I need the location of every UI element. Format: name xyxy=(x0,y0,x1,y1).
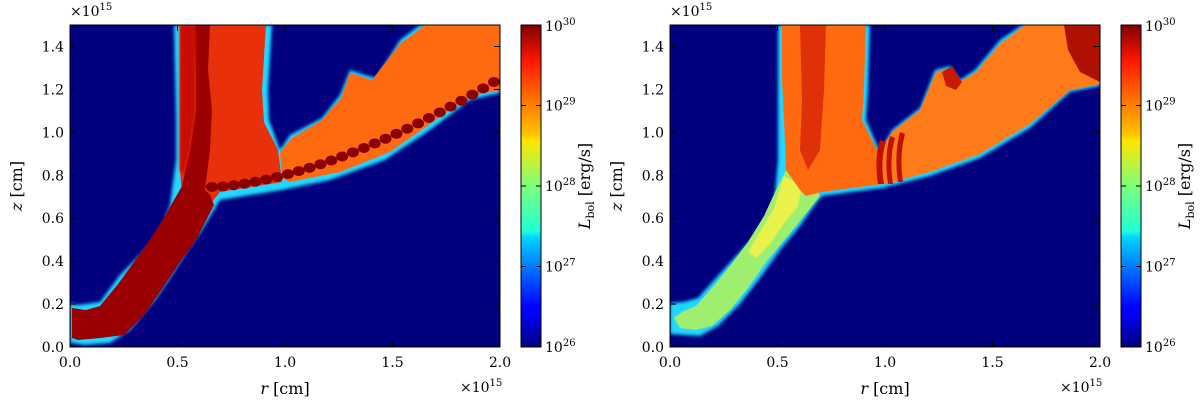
right-y-tick-label: 0.6 xyxy=(642,211,664,227)
left-heatmap xyxy=(70,25,500,347)
left-shock-bead xyxy=(347,147,359,158)
right-x-axis-label: r [cm] xyxy=(860,379,909,398)
right-x-tick-label: 1.5 xyxy=(981,355,1003,371)
left-cb-tick-label: 1030 xyxy=(545,17,576,35)
right-panel: 0.0 0.5 1.0 1.5 2.00.00.20.40.60.81.01.21.4 … xyxy=(642,17,1197,371)
left-filament-dark xyxy=(72,25,214,340)
left-y-tick-label: 1.2 xyxy=(42,82,64,98)
right-colorbar-label: Lbol [erg/s] xyxy=(1175,143,1197,230)
left-panel: 0.0 0.5 1.0 1.5 2.00.00.20.40.60.81.01.21.4 … xyxy=(42,17,597,371)
right-x-tick-label: 2.0 xyxy=(1089,355,1111,371)
right-y-tick-label: 0.4 xyxy=(642,254,664,270)
right-y-tick-label: 1.0 xyxy=(642,125,664,141)
right-axes: 0.0 0.5 1.0 1.5 2.0 0.0 0.2 0.4 0.6 0.8 1.0 1.2 1.4 xyxy=(642,25,1111,371)
left-shock-bead xyxy=(336,151,349,162)
left-colorbar-label: Lbol [erg/s] xyxy=(575,143,597,230)
right-corner-dark xyxy=(1064,25,1100,82)
left-shock-bead xyxy=(401,123,414,134)
left-shock-bead xyxy=(412,118,425,129)
left-axes: 0.0 0.5 1.0 1.5 2.0 0.0 0.2 0.4 0.6 0.8 1.0 1.2 1.4 xyxy=(42,25,511,371)
right-y-tick-label: 0.8 xyxy=(642,168,664,184)
left-shock-bead xyxy=(249,176,262,187)
right-cb-tick-label: 1029 xyxy=(1145,97,1176,115)
left-x-tick-label: 1.0 xyxy=(274,355,296,371)
left-shock-bead xyxy=(325,155,338,166)
right-y-tick-label: 1.4 xyxy=(642,39,664,55)
left-shock-bead xyxy=(292,166,305,177)
right-y-tick-label: 0.2 xyxy=(642,297,664,313)
left-shock-bead xyxy=(433,107,446,118)
left-shock-bead xyxy=(271,171,284,182)
left-cb-tick-label: 1029 xyxy=(545,97,576,115)
left-shock-bead xyxy=(206,182,218,192)
left-x-tick-label: 1.5 xyxy=(381,355,403,371)
right-cb-tick-label: 1026 xyxy=(1145,338,1176,356)
right-wing-orange xyxy=(880,25,1100,184)
right-cb-tick-label: 1030 xyxy=(1145,17,1176,35)
left-y-tick-label: 1.0 xyxy=(42,125,64,141)
left-shock-bead xyxy=(357,143,370,154)
right-heatmap xyxy=(670,25,1100,347)
right-shock-arcs xyxy=(876,132,905,184)
right-x-multiplier: ×1015 xyxy=(1060,378,1102,396)
left-y-multiplier: ×1015 xyxy=(70,2,112,20)
left-shock-bead xyxy=(466,89,479,100)
right-x-tick-label: 0.0 xyxy=(659,355,681,371)
right-knot-dark xyxy=(942,66,962,90)
left-shock-bead xyxy=(379,133,392,144)
left-shock-bead xyxy=(368,138,381,149)
left-y-tick-label: 0.4 xyxy=(42,254,64,270)
left-cb-tick-label: 1027 xyxy=(545,258,576,276)
left-shock-bead xyxy=(488,77,500,87)
left-column-dark-edge xyxy=(180,25,196,175)
right-y-tick-label: 1.2 xyxy=(642,82,664,98)
left-shock-bead xyxy=(216,181,229,192)
right-jet-yellow xyxy=(748,176,802,258)
left-wing-orange xyxy=(280,25,500,182)
left-shock-bead xyxy=(422,112,435,123)
left-shock-bead xyxy=(303,162,316,173)
left-shock-bead xyxy=(238,178,251,189)
left-shock-bead xyxy=(227,180,240,191)
left-shock-bead xyxy=(390,128,403,139)
right-x-tick-label: 0.5 xyxy=(766,355,788,371)
left-colorbar-ticks: 1030 1029 1028 1027 1026 xyxy=(521,17,576,356)
left-x-multiplier: ×1015 xyxy=(460,378,502,396)
left-y-tick-label: 0.2 xyxy=(42,297,64,313)
left-y-tick-label: 0.8 xyxy=(42,168,64,184)
right-colorbar-ticks: 1030 1029 1028 1027 1026 xyxy=(1121,17,1176,356)
left-x-tick-label: 0.0 xyxy=(59,355,81,371)
left-shock-bead xyxy=(444,101,457,112)
left-shock-bead xyxy=(281,169,294,180)
left-y-tick-label: 0.0 xyxy=(42,340,64,356)
left-shock-bead xyxy=(477,83,490,94)
left-shock-bead xyxy=(455,95,468,106)
right-x-tick-label: 1.0 xyxy=(874,355,896,371)
left-cb-tick-label: 1026 xyxy=(545,338,576,356)
left-cb-tick-label: 1028 xyxy=(545,177,576,195)
left-shock-beads xyxy=(206,77,500,192)
left-shock-bead xyxy=(314,159,327,170)
left-y-axis-label: z [cm] xyxy=(7,161,26,212)
left-x-tick-label: 0.5 xyxy=(166,355,188,371)
right-cb-tick-label: 1027 xyxy=(1145,258,1176,276)
left-y-tick-label: 0.6 xyxy=(42,211,64,227)
left-shock-bead xyxy=(260,174,273,185)
right-y-tick-label: 0.0 xyxy=(642,340,664,356)
left-x-tick-label: 2.0 xyxy=(489,355,511,371)
left-y-tick-label: 1.4 xyxy=(42,39,64,55)
right-column-red xyxy=(800,25,826,170)
right-y-axis-label: z [cm] xyxy=(607,161,626,212)
left-x-axis-label: r [cm] xyxy=(260,379,309,398)
right-y-multiplier: ×1015 xyxy=(670,2,712,20)
right-cb-tick-label: 1028 xyxy=(1145,177,1176,195)
